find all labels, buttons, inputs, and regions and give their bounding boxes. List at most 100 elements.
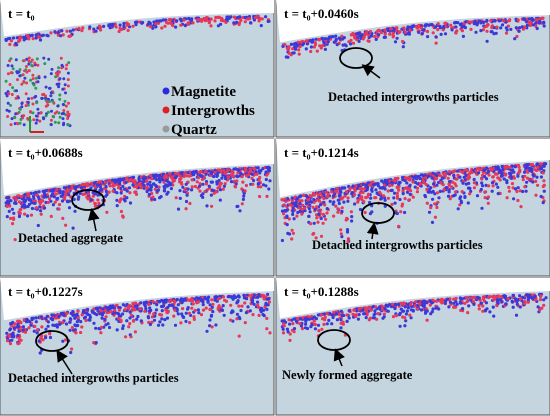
particle: [379, 30, 383, 35]
particle: [71, 226, 75, 230]
particle: [72, 197, 76, 201]
water-surface: [276, 278, 550, 319]
particle: [435, 299, 439, 303]
particle: [280, 238, 284, 243]
particle: [66, 123, 70, 127]
particle: [391, 31, 395, 35]
particle: [30, 58, 34, 62]
particle: [330, 313, 334, 317]
particle: [381, 316, 385, 320]
particle: [488, 310, 492, 314]
particle: [322, 322, 326, 326]
particle: [309, 49, 313, 54]
particle: [8, 204, 12, 208]
particle: [136, 307, 140, 311]
particle: [48, 332, 52, 336]
particle: [507, 19, 511, 23]
particle: [252, 293, 256, 297]
particle: [154, 173, 158, 177]
particle: [100, 316, 104, 320]
particle: [51, 203, 56, 207]
particle: [454, 190, 458, 194]
particle: [151, 173, 156, 177]
particle: [405, 181, 409, 185]
particle: [224, 177, 228, 181]
particle: [287, 45, 291, 49]
particle: [260, 293, 264, 297]
particle: [117, 316, 121, 320]
particle: [9, 322, 13, 326]
particle: [369, 196, 373, 200]
particle: [462, 24, 466, 28]
particle: [505, 181, 509, 185]
particle: [304, 319, 308, 323]
particle: [235, 312, 239, 316]
particle: [84, 318, 88, 323]
particle: [18, 211, 22, 215]
particle: [175, 172, 179, 176]
particle: [322, 197, 326, 201]
particle: [401, 192, 405, 196]
particle: [27, 69, 31, 73]
particle: [334, 204, 338, 208]
particle: [182, 18, 186, 22]
particle: [291, 212, 295, 216]
particle: [290, 196, 294, 200]
particle: [171, 177, 175, 182]
particle: [48, 335, 53, 340]
particle: [143, 309, 147, 313]
particle: [26, 101, 30, 104]
water-surface: [0, 278, 274, 321]
particle: [39, 315, 44, 319]
particle: [508, 165, 512, 170]
particle: [198, 173, 202, 177]
particle: [88, 315, 92, 319]
particle: [178, 17, 183, 21]
particle: [400, 204, 404, 208]
particle: [390, 188, 394, 192]
particle: [427, 190, 431, 194]
particle: [6, 64, 10, 67]
particle: [411, 195, 415, 199]
particle: [373, 309, 377, 313]
particle: [22, 80, 26, 83]
particle: [434, 35, 438, 39]
particle: [54, 75, 58, 79]
particle: [44, 317, 48, 321]
particle: [5, 215, 9, 219]
particle: [75, 312, 79, 316]
particle: [117, 186, 121, 190]
particle: [148, 322, 152, 327]
particle: [241, 180, 245, 184]
particle: [362, 200, 366, 204]
particle: [44, 189, 48, 193]
particle: [243, 15, 247, 20]
particle: [6, 200, 10, 204]
particle: [425, 201, 429, 205]
particle: [316, 323, 321, 327]
particle: [323, 203, 327, 207]
particle: [343, 43, 347, 47]
particle: [147, 192, 151, 197]
particle: [54, 71, 58, 75]
particle: [125, 189, 129, 193]
particle: [518, 189, 522, 193]
particle: [440, 176, 444, 180]
particle: [468, 296, 473, 300]
particle: [134, 192, 139, 196]
particle: [535, 26, 539, 31]
particle: [27, 202, 32, 206]
particle: [63, 197, 67, 201]
particle: [408, 178, 412, 182]
particle: [210, 305, 214, 309]
particle: [175, 308, 179, 312]
particle: [347, 316, 351, 320]
particle: [145, 190, 149, 194]
particle: [66, 71, 70, 75]
particle: [16, 194, 20, 198]
particle: [127, 325, 131, 329]
particle: [6, 115, 10, 118]
particle: [133, 301, 137, 305]
particle: [389, 27, 393, 31]
particle: [49, 72, 53, 76]
